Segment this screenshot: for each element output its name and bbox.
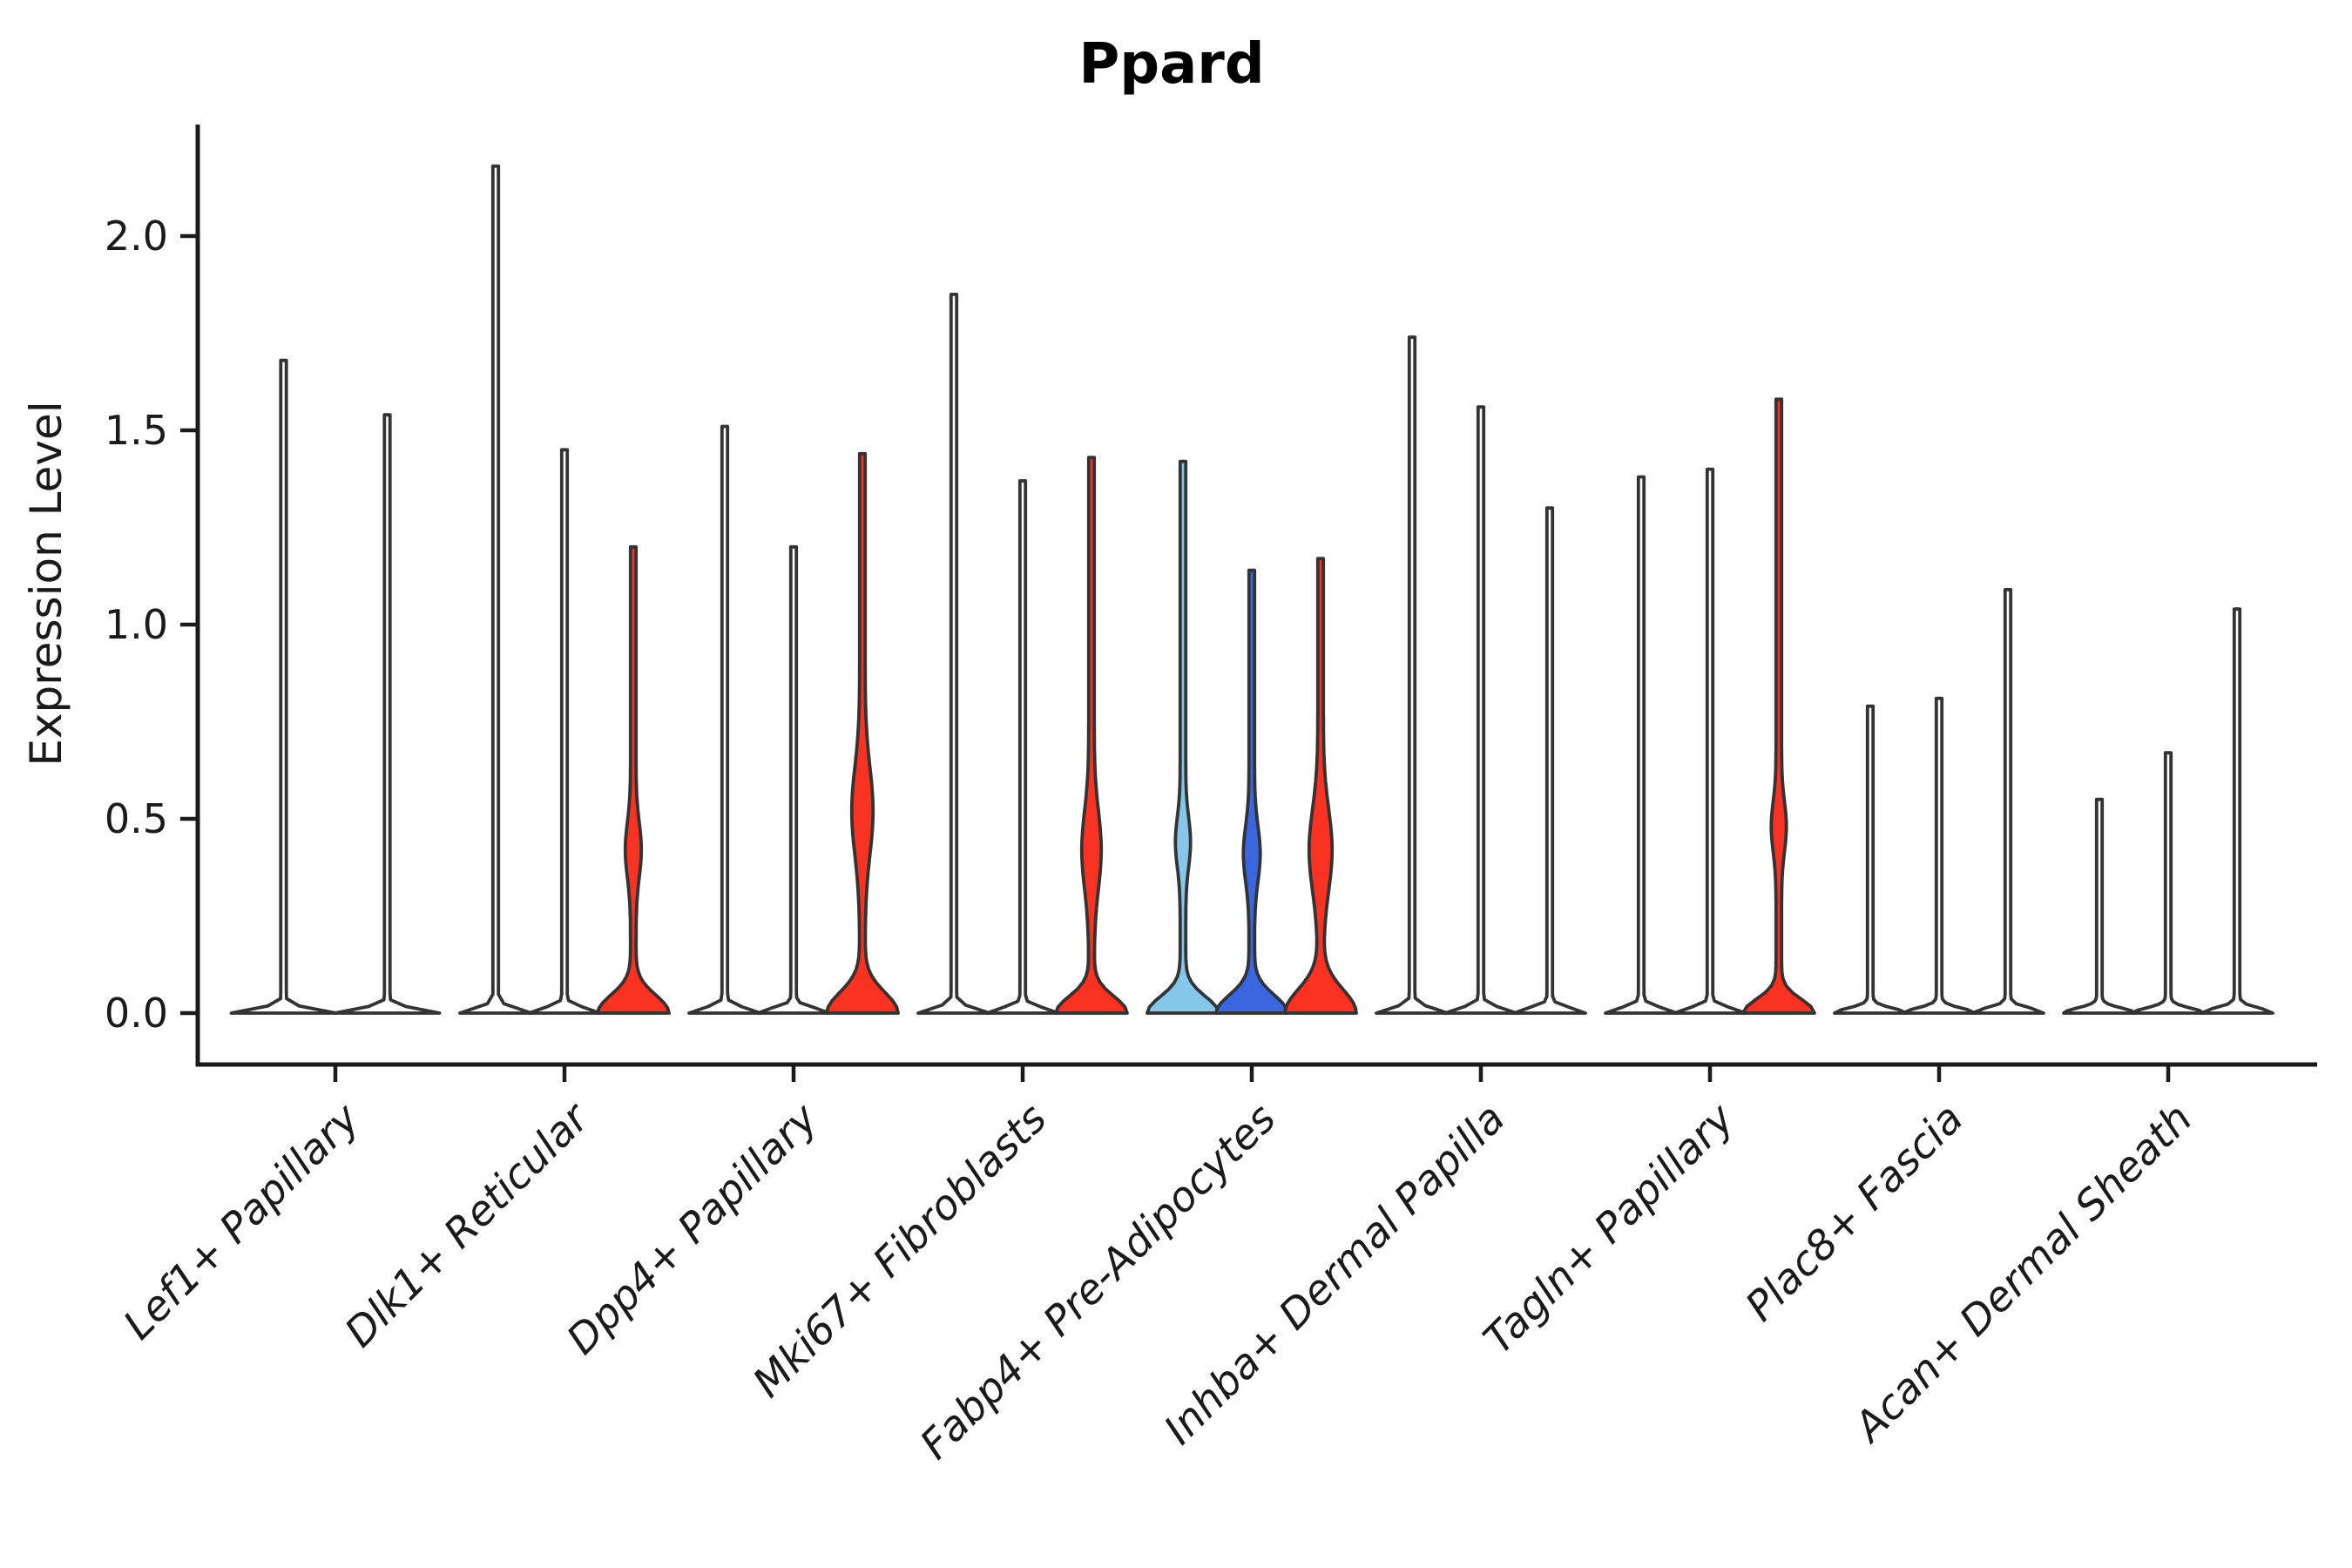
violin-plac8-fascia-3 [1970,588,2045,1015]
violin-group-2 [458,164,671,1015]
violin-tagln-papillary-1 [1604,475,1679,1015]
violin-acan-dermal-sheath-3 [2200,607,2274,1015]
y-tick-label: 1.5 [105,407,168,454]
violin-group-1 [229,358,442,1015]
axes-layer [180,125,2317,1082]
y-tick-label: 2.0 [105,213,168,260]
violin-inhba-dermal-papilla-3 [1512,506,1587,1015]
violin-lef1-papillary-1 [229,358,338,1015]
violin-dlk1-reticular-2 [527,448,602,1015]
violin-dpp4-papillary-2 [756,544,831,1015]
violin-tagln-papillary-2 [1673,467,1747,1015]
violin-fabp4-pre-adipocytes-3 [1283,557,1358,1015]
violin-group-5 [1146,459,1358,1015]
x-tick-label-7: Tagln+ Papillary [1475,1094,1745,1364]
plot-title: Ppard [1078,32,1264,97]
x-tick-label-3: Dpp4+ Papillary [558,1094,828,1364]
violin-tagln-papillary-3 [1741,397,1816,1015]
violin-mki67-fibroblasts-1 [916,293,991,1015]
violin-dpp4-papillary-3 [825,451,900,1015]
violin-acan-dermal-sheath-1 [2062,797,2137,1015]
violin-group-4 [916,293,1129,1015]
violin-inhba-dermal-papilla-2 [1443,405,1518,1015]
y-axis-label: Expression Level [21,401,71,766]
violin-plac8-fascia-1 [1833,704,1908,1015]
violin-fabp4-pre-adipocytes-2 [1214,568,1289,1015]
y-tick-label: 0.5 [105,795,168,842]
violins-layer [229,164,2274,1015]
violin-group-7 [1604,397,1816,1015]
violin-group-6 [1375,335,1587,1015]
violin-plac8-fascia-2 [1902,696,1977,1015]
violin-dlk1-reticular-3 [596,544,671,1015]
y-tick-label: 1.0 [105,601,168,648]
violin-mki67-fibroblasts-2 [985,479,1060,1015]
y-tick-label: 0.0 [105,990,168,1037]
x-tick-label-2: Dlk1+ Reticular [336,1093,600,1357]
violin-group-9 [2062,607,2274,1015]
violin-group-8 [1833,588,2045,1015]
violin-inhba-dermal-papilla-1 [1375,335,1450,1015]
x-tick-label-8: Plac8+ Fascia [1736,1095,1972,1331]
violin-group-3 [687,424,900,1015]
violin-lef1-papillary-2 [333,413,442,1015]
violin-dpp4-papillary-1 [687,424,762,1015]
violin-dlk1-reticular-1 [458,164,533,1015]
x-tick-label-1: Lef1+ Papillary [114,1094,369,1349]
violin-acan-dermal-sheath-2 [2131,751,2206,1015]
violin-fabp4-pre-adipocytes-1 [1146,459,1220,1015]
violin-mki67-fibroblasts-3 [1054,456,1129,1015]
